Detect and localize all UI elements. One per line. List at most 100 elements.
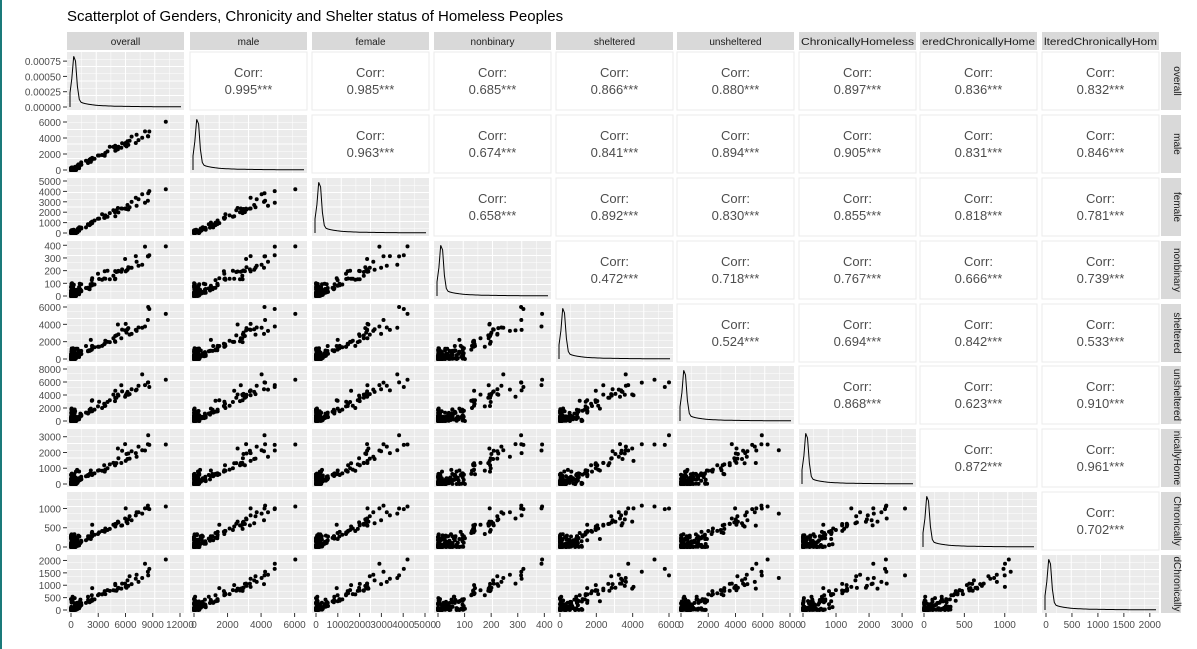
scatter-point [367, 574, 372, 579]
scatter-point [445, 543, 450, 548]
scatter-point [230, 268, 235, 273]
scatter-point [232, 583, 237, 588]
panel-overall-vs-ChronicallyHomeless: Corr:0.897*** [798, 51, 917, 111]
scatter-point [597, 468, 602, 473]
row-strip-ChronicallyHomeless: nicallyHome [1161, 429, 1182, 487]
panel-unsheltered-vs-male [190, 366, 307, 424]
scatter-point [140, 192, 145, 197]
scatter-point [456, 351, 461, 356]
scatter-point [331, 472, 336, 476]
scatter-point [488, 341, 492, 346]
scatter-point [565, 542, 570, 547]
scatter-point [377, 324, 382, 329]
scatter-point [631, 458, 636, 463]
scatter-point [222, 344, 227, 349]
scatter-point [196, 357, 201, 361]
scatter-point [126, 451, 131, 456]
scatter-point [77, 225, 82, 230]
scatter-point [595, 523, 600, 528]
scatter-point [293, 244, 298, 249]
corr-value: 0.855*** [834, 208, 882, 223]
scatter-point [371, 259, 376, 264]
column-strip-label: nonbinary [471, 37, 515, 48]
scatter-point [272, 561, 277, 566]
scatter-point [146, 573, 151, 578]
scatter-point [119, 336, 124, 341]
row-strip-label: male [1171, 133, 1182, 155]
scatter-point [111, 460, 116, 465]
scatter-point [123, 321, 128, 326]
panel-male-vs-female: Corr:0.963*** [311, 114, 430, 174]
scatter-point [227, 592, 232, 597]
scatter-point [259, 192, 264, 197]
scatter-point [89, 593, 94, 598]
scatter-point [478, 522, 483, 527]
scatter-point [745, 518, 750, 523]
scatter-point [210, 600, 215, 605]
corr-label: Corr: [356, 128, 385, 143]
scatter-point [387, 451, 392, 456]
scatter-point [864, 517, 869, 522]
scatter-point [208, 225, 212, 230]
scatter-point [335, 337, 340, 342]
scatter-point [488, 456, 493, 461]
scatter-point [259, 262, 264, 267]
scatter-point [346, 276, 351, 281]
scatter-point [100, 212, 105, 217]
scatter-point [482, 344, 487, 349]
corr-label: Corr: [964, 254, 993, 269]
scatter-point [623, 372, 628, 377]
scatter-point [454, 418, 459, 423]
scatter-point [102, 469, 107, 474]
scatter-point [272, 200, 277, 205]
scatter-point [262, 265, 266, 270]
corr-value: 0.910*** [1077, 396, 1125, 411]
scatter-point [830, 542, 835, 547]
scatter-point [765, 442, 770, 447]
panel-ShelteredChronicallyHomeless-vs-overall [67, 492, 184, 550]
scatter-point [314, 600, 319, 604]
scatter-point [357, 520, 362, 525]
scatter-point [397, 380, 402, 385]
scatter-point [244, 442, 249, 447]
scatter-point [727, 463, 732, 468]
scatter-point [879, 510, 884, 515]
scatter-point [365, 336, 370, 341]
scatter-point [262, 582, 266, 587]
scatter-point [450, 600, 455, 605]
scatter-point [558, 419, 562, 423]
scatter-point [129, 199, 134, 204]
scatter-point [441, 479, 445, 484]
panel-male-vs-overall [67, 115, 184, 173]
scatter-point [116, 585, 121, 590]
scatter-point [125, 578, 130, 583]
scatter-point [618, 516, 622, 521]
scatter-point [453, 410, 458, 415]
scatter-point [213, 347, 218, 352]
scatter-point [372, 267, 377, 272]
column-strip-sheltered: sheltered [556, 32, 673, 50]
scatter-point [331, 348, 336, 353]
scatter-point [436, 357, 441, 361]
scatter-point [116, 520, 121, 525]
panel-overall-vs-sheltered: Corr:0.866*** [555, 51, 674, 111]
density-curve [314, 182, 426, 234]
scatter-point [357, 393, 362, 398]
corr-label: Corr: [964, 379, 993, 394]
scatter-point [801, 535, 805, 539]
corr-label: Corr: [478, 128, 507, 143]
scatter-point [75, 346, 80, 351]
scatter-point [96, 404, 100, 409]
scatter-point [262, 433, 267, 438]
scatter-point [361, 333, 366, 338]
scatter-point [345, 589, 350, 594]
scatter-point [123, 328, 128, 333]
scatter-point [361, 336, 366, 341]
scatter-point [248, 206, 253, 211]
scatter-point [314, 608, 318, 612]
scatter-point [263, 442, 268, 447]
scatter-point [120, 523, 125, 528]
scatter-point [320, 605, 324, 610]
scatter-point [213, 593, 218, 598]
